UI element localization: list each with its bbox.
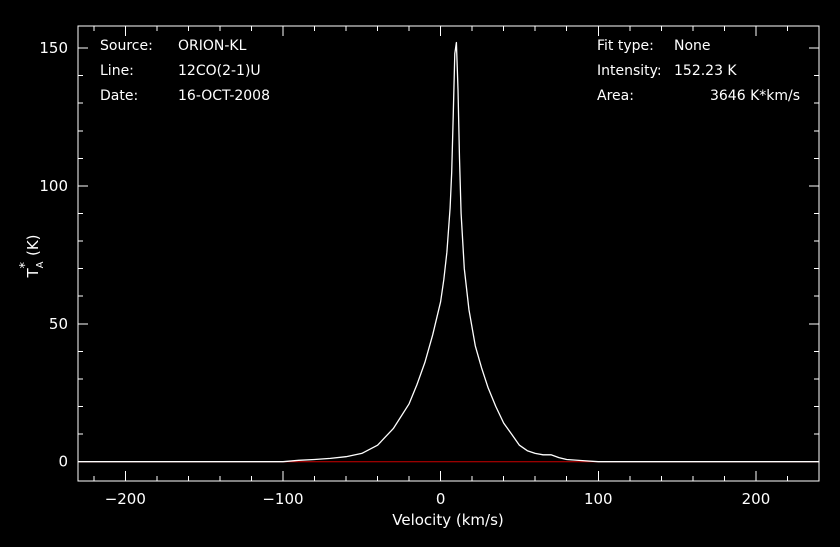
source-label: Source: [100,38,153,54]
y-axis-label-unit: (K) [24,234,42,256]
y-axis-label-sup: * [18,262,33,269]
x-tick-label: 0 [436,490,446,508]
intensity-value: 152.23 K [674,63,737,79]
date-label: Date: [100,88,138,104]
line-value: 12CO(2-1)U [178,63,261,79]
source-value: ORION-KL [178,38,247,54]
y-axis-label-main: T [24,268,42,279]
fit-type-label: Fit type: [597,38,654,54]
area-value: 3646 K*km/s [710,88,800,104]
date-value: 16-OCT-2008 [178,88,270,104]
line-label: Line: [100,63,134,79]
x-tick-label: 200 [742,490,771,508]
y-tick-label: 100 [39,177,68,195]
x-tick-label: −100 [262,490,303,508]
y-axis-label-sub: A [35,261,46,268]
x-tick-label: 100 [584,490,613,508]
spectrum-line [78,41,819,463]
series-group [78,41,819,463]
x-tick-label: −200 [105,490,146,508]
axis-ticks: −200 −100 0 100 200 0 50 100 150 [39,26,820,508]
plot-frame [77,25,820,482]
y-tick-label: 150 [39,39,68,57]
y-tick-label: 50 [49,315,68,333]
x-axis-label: Velocity (km/s) [392,511,503,529]
y-axis-label: TA* (K) [18,234,46,278]
y-tick-label: 0 [58,453,68,471]
svg-text:TA*(K): TA* (K) [18,234,46,278]
fit-type-value: None [674,38,711,54]
intensity-label: Intensity: [597,63,662,79]
area-label: Area: [597,88,634,104]
